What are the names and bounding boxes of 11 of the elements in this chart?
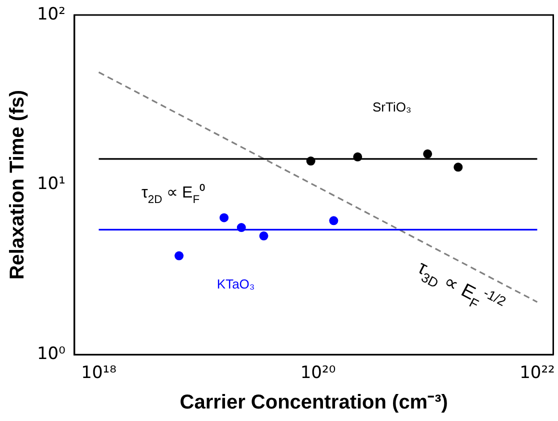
y-tick-label: 10⁰ [36,344,66,364]
y-tick-label: 10¹ [36,174,66,194]
text: SrTiO₃ [372,99,412,114]
x-tick-label: 10¹⁸ [81,363,117,384]
text: KTaO₃ [216,276,255,292]
x-axis-title: Carrier Concentration (cm⁻³) [180,392,448,414]
y-axis-title: Relaxation Time (fs) [6,90,29,280]
y-tick-label: 10² [36,4,66,24]
annotation: τ3D ∝ EF-1/2 [414,257,508,312]
x-tick-label: 10²⁰ [300,363,336,384]
x-tick-label: 10²² [520,363,555,384]
